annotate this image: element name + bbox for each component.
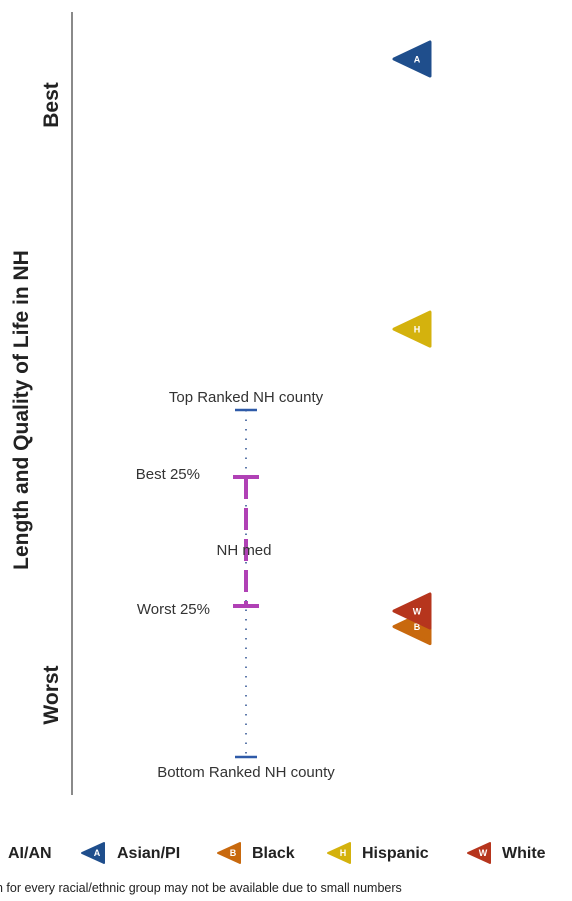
marker-shape bbox=[392, 40, 432, 78]
y-label-worst: Worst bbox=[40, 665, 63, 724]
legend-marker-letter: B bbox=[230, 848, 237, 858]
y-label-best: Best bbox=[40, 82, 63, 128]
legend-marker-letter: W bbox=[479, 848, 488, 858]
marker-letter: A bbox=[414, 54, 421, 64]
marker-letter: W bbox=[413, 606, 422, 616]
legend-item-white: W White bbox=[467, 842, 546, 864]
top-county-label: Top Ranked NH county bbox=[169, 389, 324, 406]
legend-label: Asian/PI bbox=[117, 845, 180, 862]
legend-label: White bbox=[502, 845, 546, 862]
legend-item-ai-an: AI/AN bbox=[8, 845, 52, 862]
best-25-label: Best 25% bbox=[136, 466, 200, 483]
marker-shape bbox=[392, 592, 432, 630]
marker-hispanic: H bbox=[392, 310, 432, 348]
legend-marker-icon bbox=[467, 842, 491, 864]
legend-marker-icon bbox=[327, 842, 351, 864]
legend-label: AI/AN bbox=[8, 845, 52, 862]
marker-asian-pi: A bbox=[392, 40, 432, 78]
median-label: NH med bbox=[216, 542, 271, 559]
data-markers: A B H W bbox=[392, 40, 432, 646]
bottom-county-label: Bottom Ranked NH county bbox=[157, 764, 335, 781]
legend-item-hispanic: H Hispanic bbox=[327, 842, 429, 864]
y-axis-title: Length and Quality of Life in NH bbox=[10, 250, 33, 570]
legend-item-asian-pi: A Asian/PI bbox=[81, 842, 180, 864]
marker-letter: B bbox=[414, 622, 421, 632]
legend-label: Hispanic bbox=[362, 845, 429, 862]
marker-letter: H bbox=[414, 325, 421, 335]
legend: AI/AN A Asian/PI B Black H Hispanic W White bbox=[8, 842, 546, 864]
legend-marker-icon bbox=[81, 842, 105, 864]
marker-shape bbox=[392, 310, 432, 348]
legend-label: Black bbox=[252, 845, 295, 862]
worst-25-label: Worst 25% bbox=[137, 601, 210, 618]
legend-item-black: B Black bbox=[217, 842, 295, 864]
legend-marker-letter: H bbox=[340, 848, 347, 858]
legend-marker-letter: A bbox=[94, 848, 101, 858]
footnote: n for every racial/ethnic group may not … bbox=[0, 881, 402, 895]
legend-marker-icon bbox=[217, 842, 241, 864]
marker-white: W bbox=[392, 592, 432, 630]
